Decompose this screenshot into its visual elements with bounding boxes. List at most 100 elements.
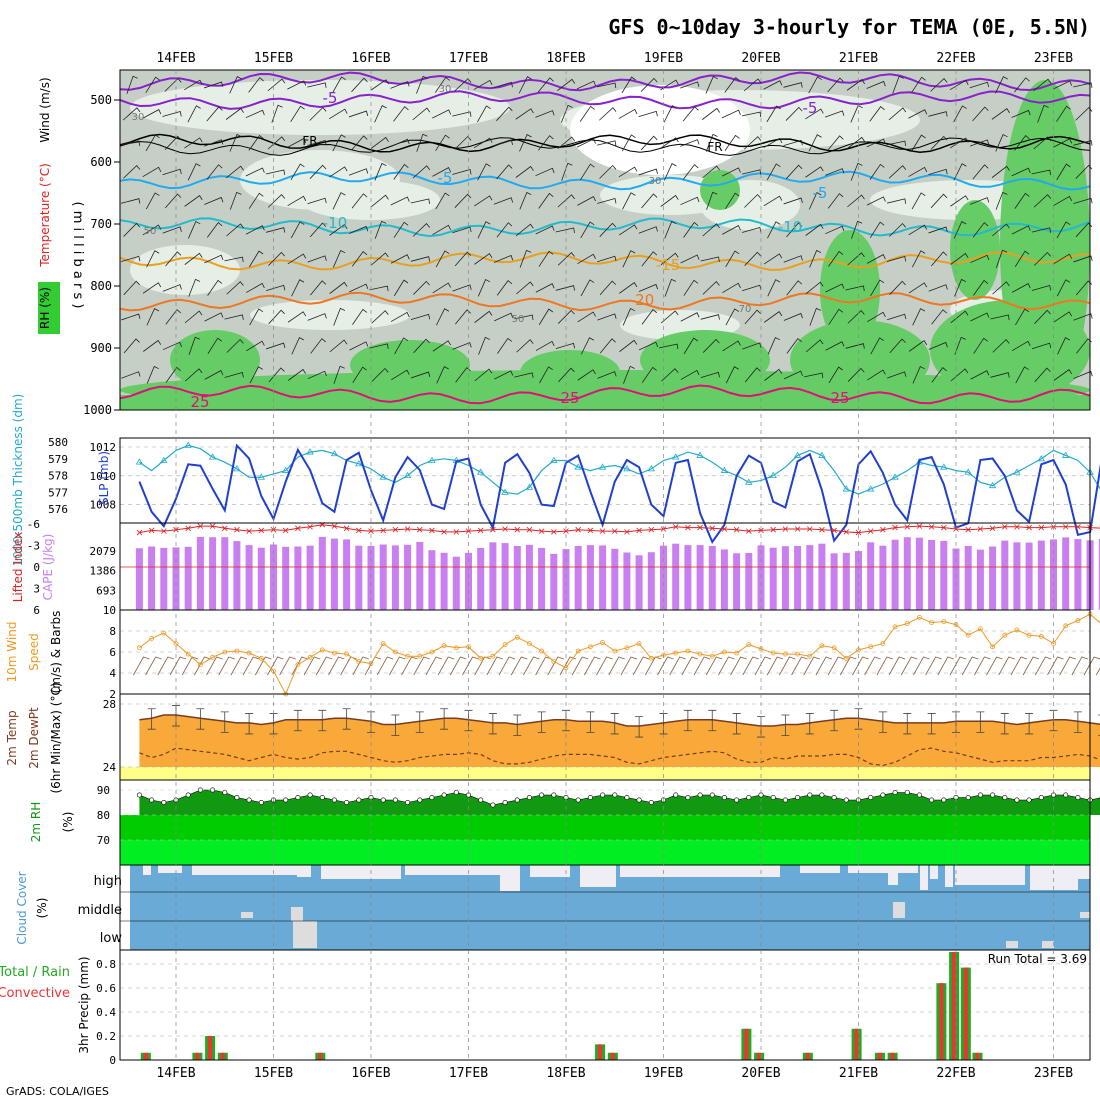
cloud-clear-cell	[848, 865, 888, 873]
thickness-tick: 579	[48, 453, 68, 466]
wind-barb	[724, 134, 740, 151]
wind-grid	[120, 630, 1090, 674]
wind-marker	[575, 648, 581, 654]
precip-convective-bar	[610, 1052, 615, 1060]
cape-bar	[672, 543, 680, 610]
cape-bar	[477, 547, 485, 610]
wind-barb	[515, 223, 534, 237]
wind-barb	[265, 169, 286, 175]
wind-barb	[557, 309, 575, 324]
li-marker	[746, 528, 752, 534]
wind-barb	[474, 253, 493, 265]
cloud-clear-cell	[321, 865, 401, 879]
li-marker	[185, 525, 191, 532]
cape-bar	[781, 546, 789, 610]
wind-barb	[123, 280, 140, 296]
temp-minmax-bar	[245, 713, 254, 735]
wind-barb	[432, 282, 452, 294]
rh-marker	[648, 799, 654, 805]
thickness-marker	[281, 466, 290, 473]
surface-barb	[839, 656, 857, 676]
rh-moist-region	[1000, 80, 1090, 410]
wind-barb	[226, 338, 244, 353]
wind-barb	[207, 337, 223, 354]
thickness-label: 1000-500mb Thickness (dm)	[11, 394, 25, 567]
li-marker	[465, 528, 472, 534]
wind-barb	[1014, 192, 1030, 209]
li-marker	[453, 529, 460, 535]
surface-barb	[376, 656, 394, 676]
wind-barb	[307, 255, 327, 263]
surface-barb	[1071, 656, 1089, 676]
wind-barb	[184, 79, 203, 91]
wind-label: Wind (m/s)	[38, 77, 52, 142]
li-marker	[1075, 524, 1081, 530]
wind-barb	[930, 78, 948, 92]
wind-barb	[886, 198, 907, 204]
wind-marker	[1075, 618, 1081, 623]
thickness-marker	[355, 460, 363, 467]
surface-barb	[242, 656, 260, 676]
isotherm-label: 25	[560, 389, 579, 407]
wind-barb	[825, 225, 845, 235]
pressure-ticks: 500 600 700 800 900 1000	[83, 93, 120, 417]
wind-barb	[249, 366, 263, 384]
slp-line	[138, 443, 1100, 545]
wind-marker	[551, 659, 557, 664]
day-gridlines	[175, 70, 1054, 1060]
wind-barb	[307, 197, 327, 205]
temp-minmax-bar	[781, 714, 790, 736]
rh-marker	[770, 794, 776, 800]
isotherm	[119, 133, 1091, 153]
cape-bar	[989, 546, 997, 610]
wind-barb	[783, 197, 803, 205]
panel-cloud: high middle low Cloud Cover (%)	[15, 864, 1091, 951]
rh-marker	[234, 794, 240, 800]
rh-fill-layer	[120, 70, 1090, 410]
wind-barb	[271, 104, 283, 123]
cape-bar	[855, 551, 862, 610]
wind-barb	[577, 253, 596, 265]
wind-barb	[889, 280, 906, 295]
wind-marker	[722, 649, 727, 655]
wind-barb	[991, 108, 1010, 120]
wind-barb	[808, 134, 822, 152]
wind-barb	[973, 337, 989, 354]
wind-marker	[807, 653, 813, 659]
rh-color-key	[38, 282, 60, 334]
surface-barb	[254, 656, 272, 676]
wind-barb	[1014, 134, 1030, 151]
wind-marker	[783, 651, 788, 657]
wind-barb	[1073, 82, 1093, 88]
wind-barb	[766, 105, 781, 123]
thickness-tick: 580	[48, 436, 68, 449]
temp-minmax-bar	[732, 713, 741, 735]
wind-barb	[664, 220, 677, 239]
wind-barb	[825, 168, 845, 176]
wind-barb	[287, 253, 307, 265]
cape-bar	[282, 546, 290, 610]
surface-barb	[900, 656, 918, 676]
temp-minmax-bar	[1073, 711, 1082, 733]
dewpt-line	[139, 747, 1100, 767]
wind-barb	[638, 226, 658, 234]
thickness-tick: 578	[48, 470, 68, 483]
wind-barb	[333, 365, 345, 384]
surface-barb	[815, 656, 833, 676]
surface-barb	[961, 656, 979, 676]
wind-barb	[972, 106, 989, 122]
wind-barb	[783, 255, 803, 263]
cape-bar	[842, 552, 850, 610]
wind-barb	[725, 366, 739, 384]
date-label-bottom: 16FEB	[351, 1066, 390, 1081]
wind-barb	[538, 308, 554, 326]
date-label-top: 21FEB	[839, 51, 878, 66]
thickness-marker	[379, 473, 387, 480]
thickness-marker	[940, 463, 948, 470]
surface-barb	[523, 656, 540, 676]
slp-grid	[120, 446, 1090, 505]
wind-marker	[600, 640, 605, 645]
wind-barb	[187, 163, 201, 181]
li-marker	[331, 523, 338, 529]
cloud-partial-cell	[893, 902, 905, 918]
